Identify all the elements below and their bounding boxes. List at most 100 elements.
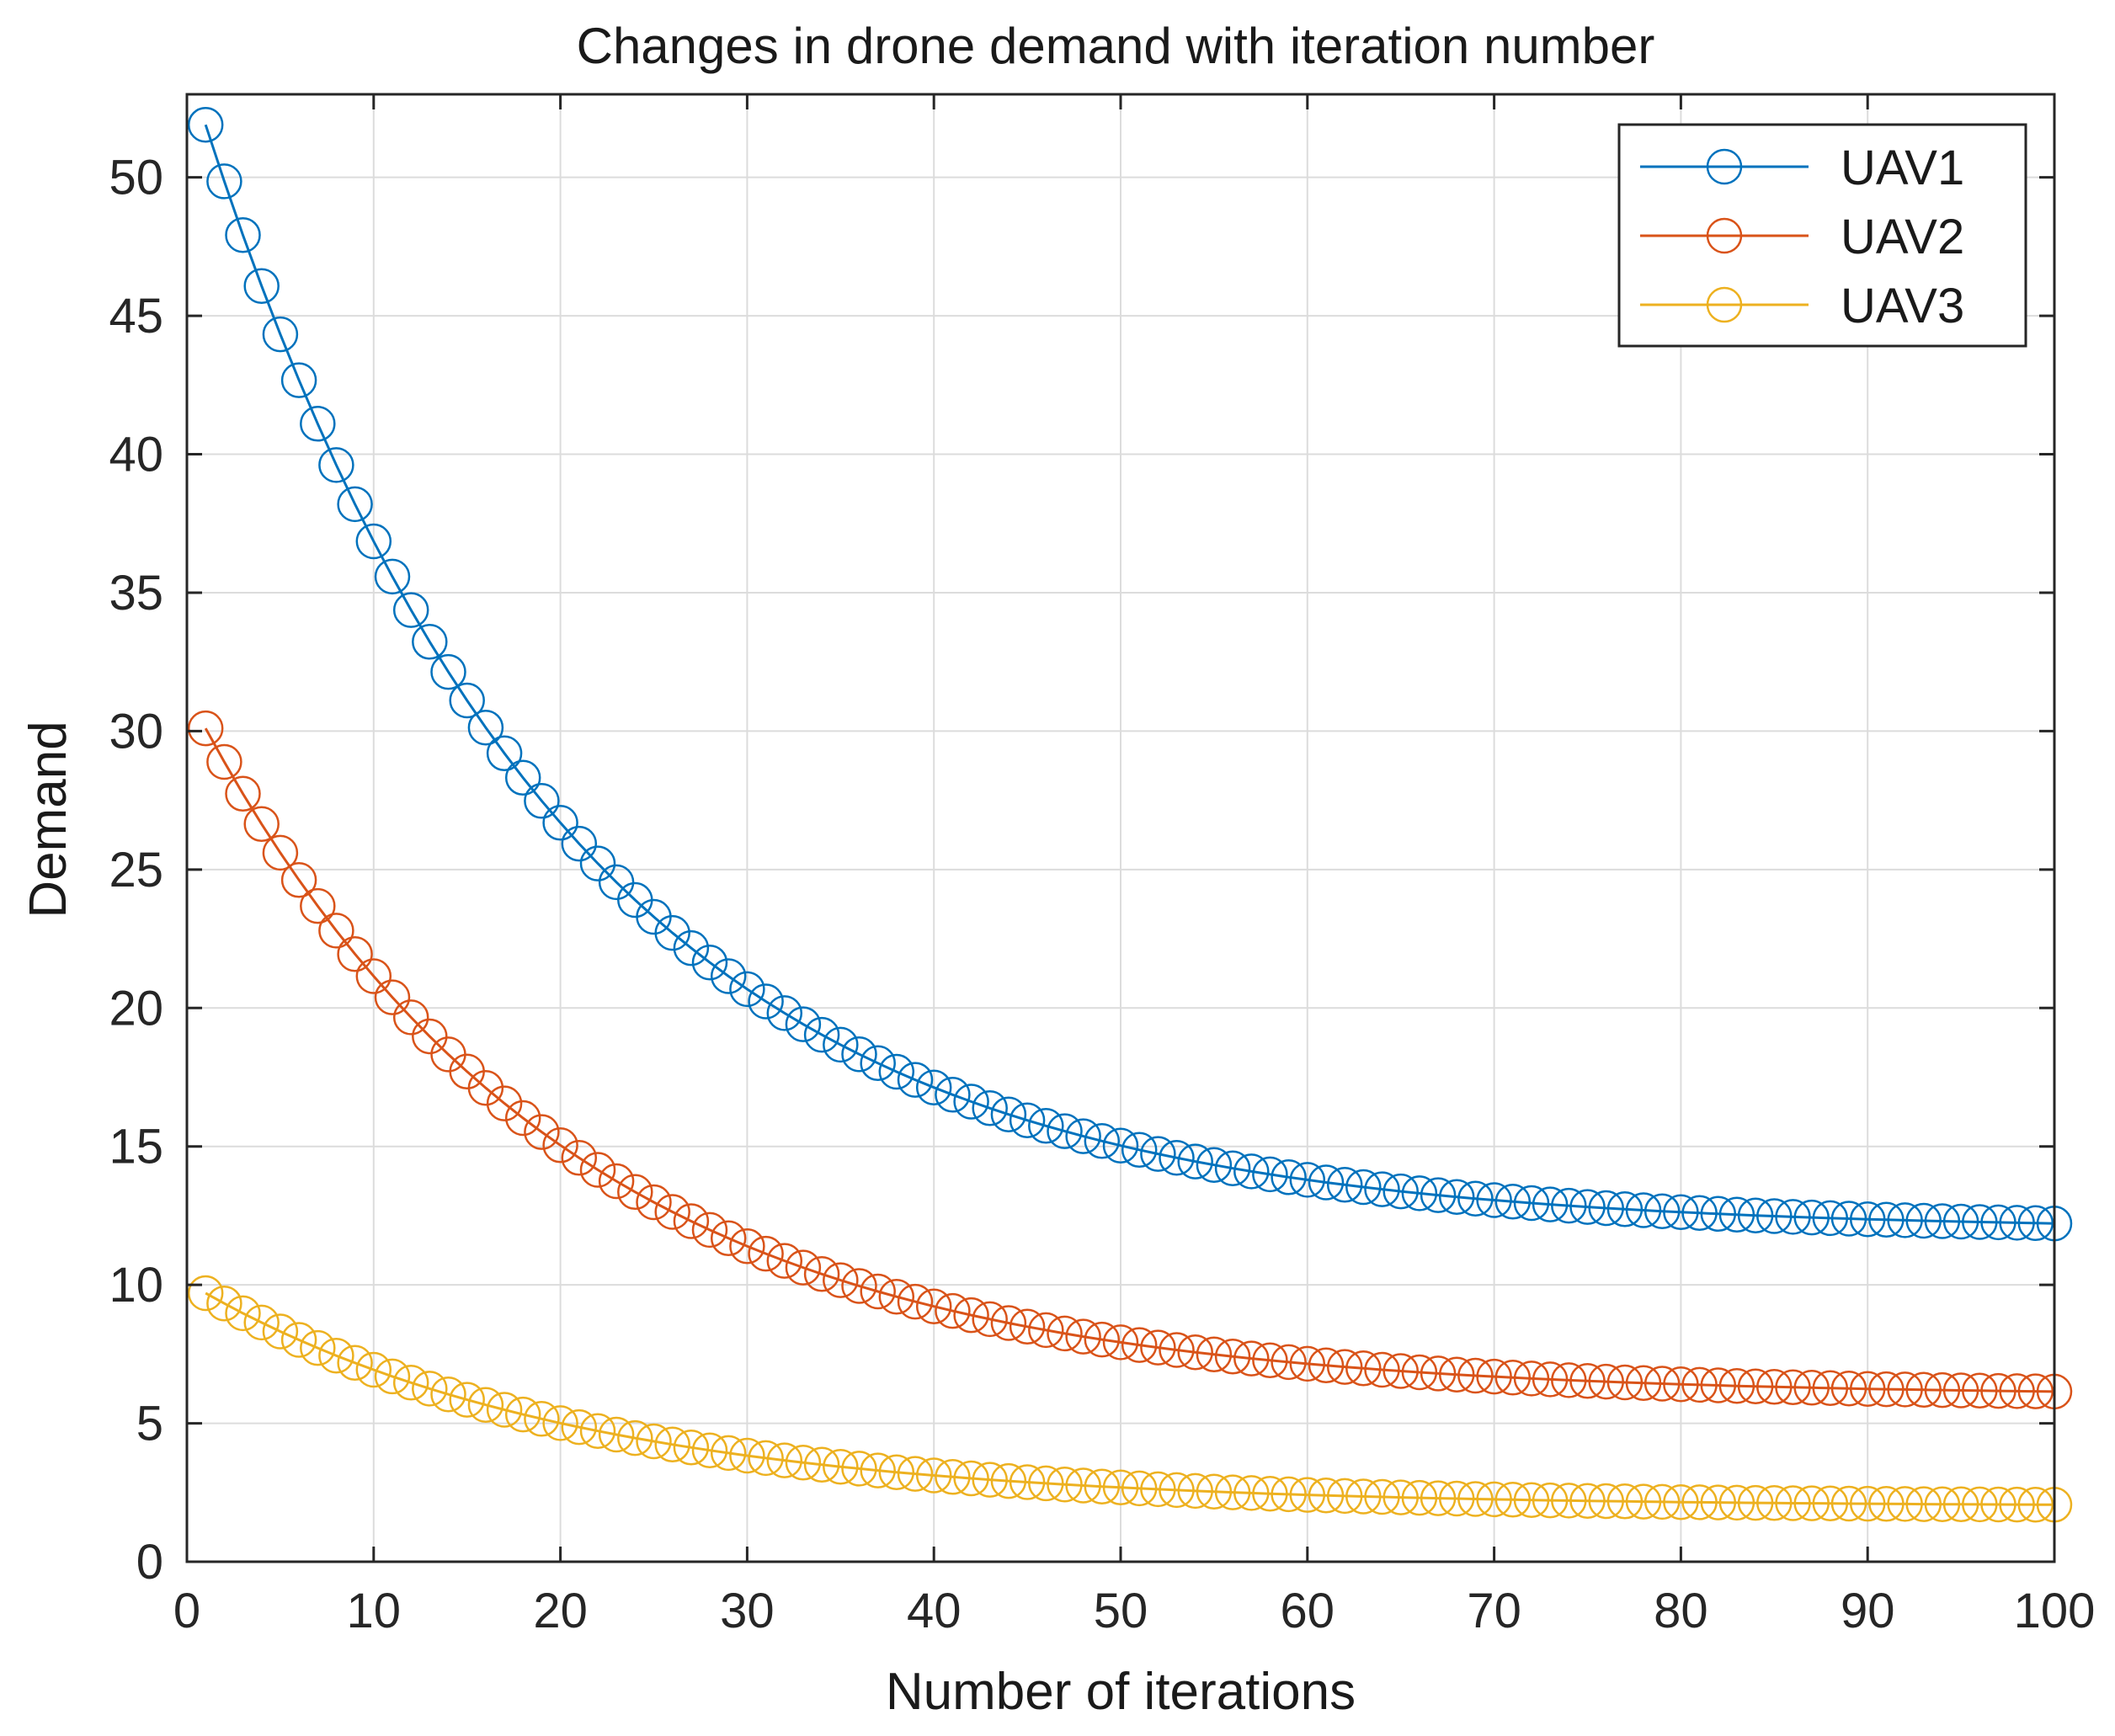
data-point-uav1: [206, 163, 242, 200]
data-point-uav3: [1999, 1486, 2035, 1523]
legend-marker: [1706, 148, 1743, 185]
data-point-uav1: [262, 316, 299, 353]
data-point-uav1: [579, 845, 616, 881]
data-point-uav2: [1047, 1315, 1083, 1352]
data-point-uav2: [1214, 1339, 1251, 1375]
legend-label: UAV1: [1841, 141, 1964, 195]
data-point-uav3: [1401, 1479, 1438, 1516]
series-line-uav3: [205, 1291, 2055, 1506]
data-point-uav2: [617, 1174, 653, 1211]
data-point-uav1: [1625, 1192, 1662, 1228]
data-point-uav2: [1009, 1308, 1046, 1345]
series-uav3: [187, 1275, 2073, 1523]
data-point-uav3: [1887, 1486, 1923, 1522]
data-point-uav3: [1830, 1485, 1867, 1522]
data-point-uav3: [280, 1322, 317, 1358]
data-point-uav3: [300, 1329, 336, 1366]
legend-marker: [1706, 217, 1743, 254]
data-point-uav3: [1233, 1475, 1270, 1511]
data-point-uav3: [430, 1376, 466, 1413]
data-point-uav3: [1718, 1484, 1755, 1521]
data-point-uav2: [1849, 1371, 1886, 1407]
data-point-uav3: [654, 1426, 690, 1463]
y-tick-label: 10: [109, 1258, 163, 1313]
data-point-uav2: [1159, 1332, 1195, 1368]
data-point-uav3: [579, 1413, 616, 1449]
data-point-uav1: [673, 929, 710, 967]
data-point-uav1: [785, 1006, 822, 1042]
data-point-uav1: [1812, 1200, 1849, 1237]
data-point-uav1: [1047, 1113, 1083, 1149]
data-point-uav1: [504, 759, 541, 796]
data-point-uav2: [374, 979, 411, 1015]
data-point-uav2: [748, 1235, 784, 1272]
data-point-uav2: [1551, 1362, 1587, 1398]
data-point-uav1: [878, 1053, 915, 1090]
data-point-uav2: [1569, 1363, 1606, 1399]
data-point-uav1: [1942, 1203, 1979, 1240]
data-point-uav2: [1401, 1354, 1438, 1391]
data-point-uav2: [766, 1243, 803, 1279]
legend-label: UAV3: [1841, 279, 1964, 333]
data-point-uav1: [1718, 1196, 1755, 1233]
data-point-uav3: [1569, 1483, 1606, 1519]
data-point-uav2: [654, 1194, 690, 1230]
data-point-uav1: [654, 914, 690, 951]
data-point-uav2: [598, 1163, 635, 1200]
data-point-uav1: [1401, 1175, 1438, 1211]
data-point-uav2: [486, 1085, 523, 1121]
data-point-uav2: [1065, 1318, 1101, 1355]
y-tick-label: 0: [136, 1535, 163, 1590]
data-point-uav1: [412, 624, 448, 660]
x-tick-label: 40: [907, 1584, 962, 1638]
data-point-uav2: [1830, 1370, 1867, 1407]
data-point-uav2: [1644, 1366, 1681, 1402]
data-point-uav1: [1065, 1118, 1101, 1154]
data-point-uav2: [1942, 1372, 1979, 1409]
data-point-uav3: [542, 1405, 578, 1441]
data-point-uav3: [1457, 1481, 1494, 1517]
data-point-uav2: [1606, 1364, 1644, 1401]
data-point-uav2: [1756, 1369, 1793, 1405]
data-point-uav1: [449, 682, 485, 719]
data-point-uav2: [280, 862, 317, 898]
data-point-uav2: [1326, 1349, 1363, 1385]
x-tick-label: 20: [533, 1584, 588, 1638]
data-point-uav3: [1289, 1477, 1326, 1513]
data-point-uav1: [1681, 1195, 1718, 1232]
data-point-uav3: [1214, 1474, 1251, 1510]
data-point-uav3: [524, 1401, 560, 1437]
data-point-uav2: [1457, 1357, 1494, 1394]
data-point-uav1: [1513, 1185, 1550, 1222]
data-point-uav2: [524, 1114, 560, 1150]
data-point-uav1: [915, 1069, 952, 1105]
data-point-uav3: [1009, 1464, 1046, 1500]
data-point-uav1: [1420, 1177, 1457, 1213]
axis-ticks: 0 10 20 30 40 50 60 70 80 90 100 0 5 10 15 20 25 30 35 40 45…: [109, 94, 2095, 1638]
data-point-uav2: [1345, 1350, 1382, 1387]
data-point-uav1: [1980, 1204, 2016, 1241]
legend-item: UAV2: [1640, 210, 1964, 264]
data-point-uav1: [300, 406, 336, 442]
data-point-uav3: [636, 1423, 672, 1460]
data-point-uav1: [280, 362, 317, 398]
data-point-uav1: [355, 523, 392, 560]
data-point-uav2: [355, 958, 392, 994]
y-tick-label: 5: [136, 1397, 163, 1451]
data-point-uav3: [318, 1337, 354, 1374]
x-tick-label: 90: [1841, 1584, 1895, 1638]
data-point-uav2: [542, 1127, 578, 1164]
data-point-uav3: [1756, 1485, 1793, 1521]
data-point-uav3: [1532, 1482, 1569, 1519]
data-point-uav2: [243, 806, 280, 843]
series-uav2: [187, 710, 2073, 1410]
data-point-uav2: [1476, 1358, 1512, 1395]
data-point-uav1: [1289, 1162, 1326, 1198]
data-point-uav2: [1438, 1356, 1475, 1393]
data-point-uav3: [1606, 1483, 1644, 1520]
legend-item: UAV3: [1640, 279, 1964, 333]
data-point-uav3: [972, 1462, 1008, 1498]
y-tick-label: 25: [109, 843, 163, 897]
data-point-uav2: [990, 1305, 1027, 1341]
